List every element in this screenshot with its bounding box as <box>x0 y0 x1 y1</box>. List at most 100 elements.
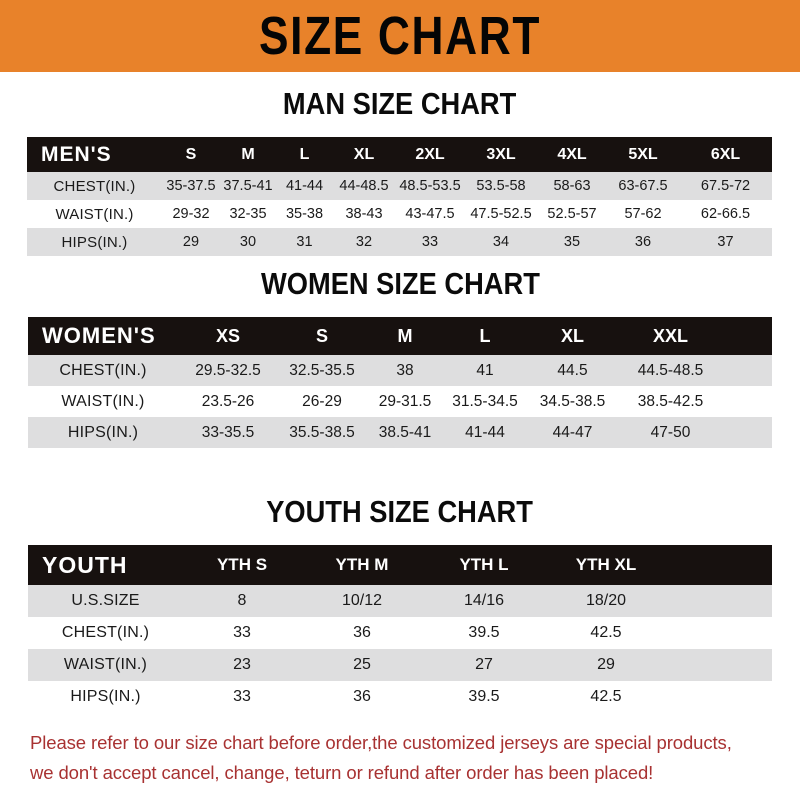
women-section-title-text: WOMEN SIZE CHART <box>260 266 540 301</box>
table-filler-cell <box>667 617 772 649</box>
women-size-column-header: XXL <box>652 325 688 346</box>
table-filler-cell <box>722 386 772 417</box>
man-table-header-row: MEN'S S M L XL 2XL 3XL 4XL 5XL 6XL <box>27 137 772 172</box>
measurement-cell: 38.5-41 <box>378 423 432 441</box>
measurement-cell: 42.5 <box>590 624 622 641</box>
men-size-table: MEN'S S M L XL 2XL 3XL 4XL 5XL 6XL CHEST(IN.) 35-37… <box>27 137 772 256</box>
measurement-cell: 14/16 <box>463 592 505 609</box>
table-row: WAIST(IN.) 23.5-26 26-29 29-31.5 31.5-34.5 34… <box>28 386 772 417</box>
man-size-column-header: S <box>185 145 197 163</box>
measurement-cell: 42.5 <box>590 688 622 705</box>
youth-size-column-header: YTH XL <box>575 555 637 574</box>
man-size-column-header: L <box>299 145 310 163</box>
page-title: SIZE CHART <box>258 6 542 66</box>
measurement-cell: 44-47 <box>552 423 593 441</box>
measurement-cell: 8 <box>237 592 247 609</box>
youth-section-title-text: YOUTH SIZE CHART <box>266 494 534 529</box>
measurement-cell: 29.5-32.5 <box>195 361 261 379</box>
women-table-corner-label: WOMEN'S <box>42 323 156 348</box>
youth-size-column-header: YTH L <box>459 555 509 574</box>
table-row: CHEST(IN.) 35-37.5 37.5-41 41-44 44-48.5 48.5… <box>27 172 772 200</box>
measurement-cell: 29-31.5 <box>378 392 432 410</box>
youth-section-title: YOUTH SIZE CHART <box>0 496 800 527</box>
man-size-column-header: 6XL <box>710 145 741 163</box>
women-size-column-header: M <box>397 325 413 346</box>
measurement-row-label: WAIST(IN.) <box>61 392 145 410</box>
measurement-cell: 38 <box>396 361 414 379</box>
measurement-cell: 35-37.5 <box>166 178 216 194</box>
measurement-cell: 38-43 <box>345 206 383 222</box>
measurement-cell: 34 <box>492 234 510 250</box>
measurement-cell: 48.5-53.5 <box>399 178 461 194</box>
measurement-row-label: HIPS(IN.) <box>70 688 141 705</box>
measurement-cell: 41 <box>476 361 494 379</box>
measurement-cell: 53.5-58 <box>476 178 526 194</box>
measurement-cell: 43-47.5 <box>405 206 455 222</box>
measurement-cell: 25 <box>353 656 371 673</box>
measurement-cell: 29-32 <box>172 206 210 222</box>
measurement-cell: 33 <box>421 234 439 250</box>
measurement-cell: 47-50 <box>650 423 691 441</box>
man-size-column-header: XL <box>353 145 375 163</box>
table-filler-cell <box>667 585 772 617</box>
table-filler-cell <box>722 355 772 386</box>
youth-size-table: YOUTH YTH S YTH M YTH L YTH XL U.S.SIZE 8 10/12… <box>28 545 772 713</box>
measurement-row-label: U.S.SIZE <box>71 592 140 609</box>
measurement-cell: 26-29 <box>302 392 342 410</box>
table-row: CHEST(IN.) 29.5-32.5 32.5-35.5 38 41 44.5 44.5… <box>28 355 772 386</box>
man-size-column-header: M <box>241 145 255 163</box>
women-size-table: WOMEN'S XS S M L XL XXL CHEST(IN.) 29.5-32.5 32.5… <box>28 317 772 448</box>
women-size-column-header: XL <box>560 325 584 346</box>
order-policy-line-1: Please refer to our size chart before or… <box>30 732 732 753</box>
women-size-column-header: L <box>479 325 491 346</box>
page-banner: SIZE CHART <box>0 0 800 72</box>
measurement-cell: 38.5-42.5 <box>637 392 704 410</box>
measurement-cell: 39.5 <box>468 624 500 641</box>
youth-size-column-header: YTH S <box>216 555 268 574</box>
measurement-cell: 36 <box>353 688 371 705</box>
man-section-title-text: MAN SIZE CHART <box>283 86 517 121</box>
measurement-cell: 32 <box>355 234 373 250</box>
table-row: WAIST(IN.) 23 25 27 29 <box>28 649 772 681</box>
measurement-cell: 63-67.5 <box>618 178 668 194</box>
measurement-cell: 37 <box>717 234 734 250</box>
measurement-cell: 33 <box>233 624 251 641</box>
measurement-cell: 35-38 <box>285 206 324 222</box>
table-filler-cell <box>667 545 772 585</box>
measurement-cell: 62-66.5 <box>700 206 751 222</box>
youth-size-column-header: YTH M <box>335 555 389 574</box>
measurement-cell: 33 <box>233 688 251 705</box>
measurement-cell: 44.5-48.5 <box>637 361 704 379</box>
measurement-cell: 36 <box>353 624 371 641</box>
table-row: HIPS(IN.) 33-35.5 35.5-38.5 38.5-41 41-44 44-… <box>28 417 772 448</box>
order-policy-line-2: we don't accept cancel, change, teturn o… <box>30 762 654 783</box>
table-row: HIPS(IN.) 33 36 39.5 42.5 <box>28 681 772 713</box>
measurement-cell: 18/20 <box>585 592 627 609</box>
table-row: HIPS(IN.) 29 30 31 32 33 34 35 36 37 <box>27 228 772 256</box>
measurement-cell: 34.5-38.5 <box>539 392 606 410</box>
measurement-cell: 37.5-41 <box>223 178 273 194</box>
man-table-corner-label: MEN'S <box>41 142 112 166</box>
youth-table-corner-label: YOUTH <box>42 551 128 578</box>
women-table-header-row: WOMEN'S XS S M L XL XXL <box>28 317 772 355</box>
table-filler-cell <box>667 649 772 681</box>
man-size-column-header: 3XL <box>486 145 516 163</box>
measurement-row-label: HIPS(IN.) <box>67 423 139 441</box>
measurement-cell: 30 <box>239 234 257 250</box>
measurement-cell: 52.5-57 <box>547 206 597 222</box>
measurement-cell: 35.5-38.5 <box>289 423 355 441</box>
measurement-cell: 27 <box>475 656 493 673</box>
measurement-row-label: HIPS(IN.) <box>61 233 128 251</box>
measurement-row-label: CHEST(IN.) <box>53 177 136 195</box>
table-filler-cell <box>722 317 772 355</box>
measurement-cell: 29 <box>597 656 615 673</box>
measurement-cell: 23 <box>233 656 251 673</box>
measurement-cell: 44.5 <box>557 361 588 379</box>
measurement-cell: 44-48.5 <box>339 178 389 194</box>
table-row: U.S.SIZE 8 10/12 14/16 18/20 <box>28 585 772 617</box>
measurement-cell: 31.5-34.5 <box>452 392 518 410</box>
measurement-cell: 58-63 <box>553 178 591 194</box>
women-size-column-header: S <box>315 325 328 346</box>
measurement-row-label: CHEST(IN.) <box>59 361 147 379</box>
